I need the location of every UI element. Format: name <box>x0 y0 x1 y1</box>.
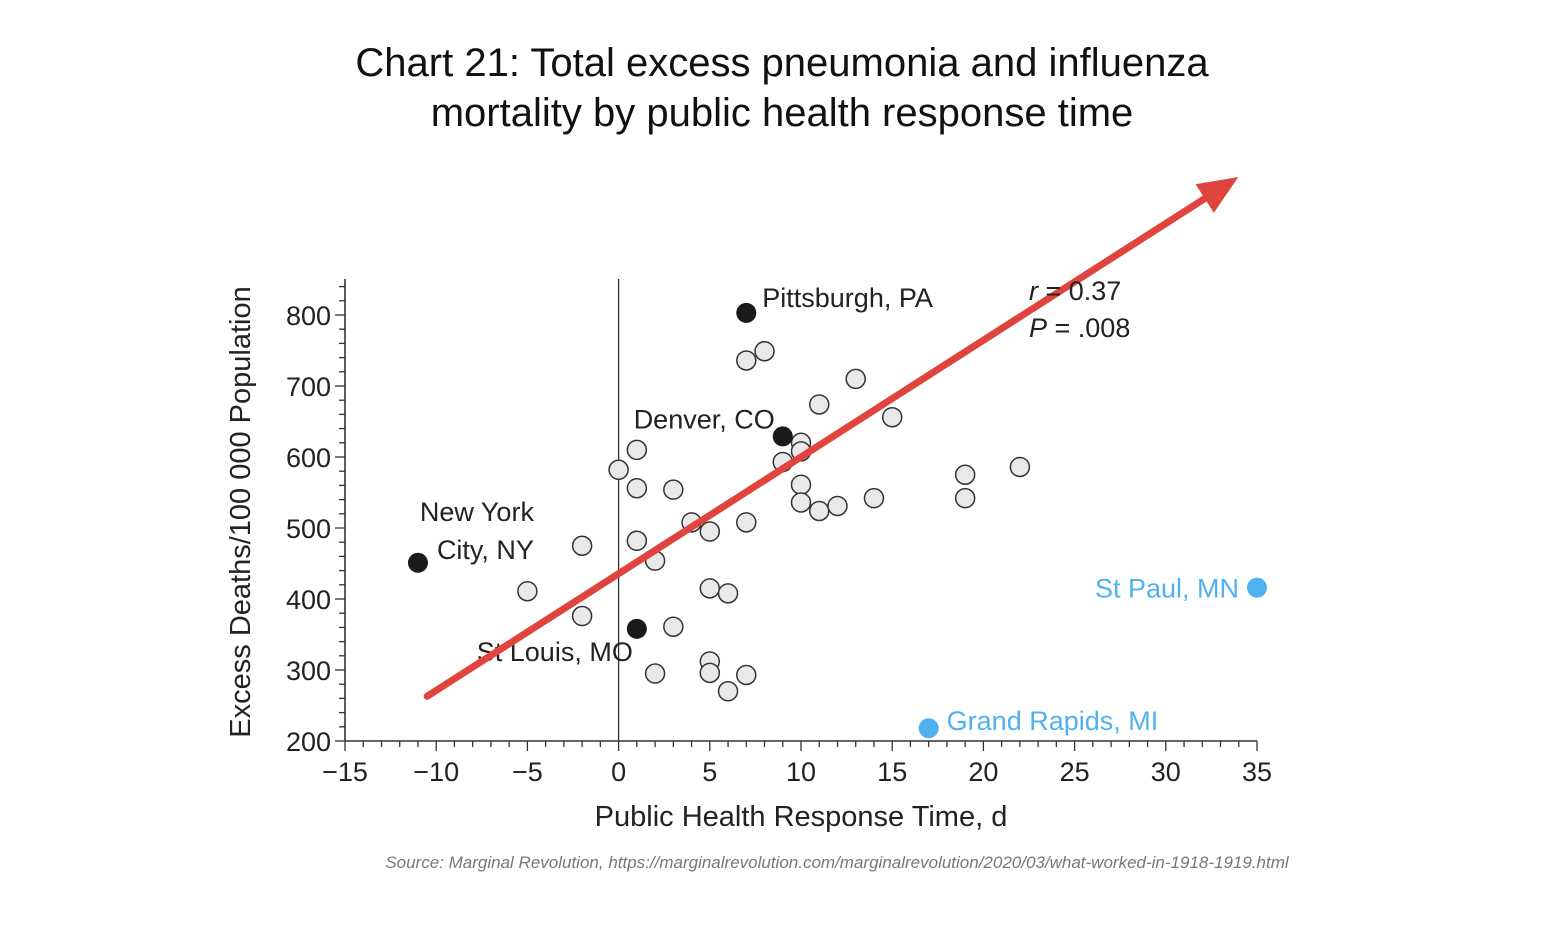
point-label: Denver, CO <box>634 404 775 434</box>
trend-arrow-layer <box>423 177 1239 700</box>
chart-title: Chart 21: Total excess pneumonia and inf… <box>0 38 1564 138</box>
y-tick-label: 400 <box>286 585 331 615</box>
highlighted-point <box>918 718 939 739</box>
y-tick-label: 500 <box>286 514 331 544</box>
highlighted-point <box>772 426 793 447</box>
data-point <box>517 580 538 602</box>
point-labels-layer: Pittsburgh, PA Denver, CO New York City, NY… <box>420 283 1239 736</box>
x-tick-label: 0 <box>611 757 626 787</box>
data-point <box>808 500 830 522</box>
data-point <box>736 664 757 686</box>
data-point <box>954 464 976 485</box>
data-point <box>699 662 721 684</box>
trend-arrow <box>423 177 1239 700</box>
highlighted-point <box>736 302 757 323</box>
data-point <box>754 340 775 362</box>
highlighted-point <box>626 618 647 639</box>
y-tick-label: 700 <box>286 372 331 402</box>
data-point <box>663 616 684 637</box>
r-value-label: r = 0.37 <box>1029 276 1121 306</box>
data-point <box>626 477 648 499</box>
data-point <box>954 487 976 509</box>
x-tick-label: 25 <box>1060 757 1090 787</box>
x-tick-label: −15 <box>322 757 368 787</box>
data-point <box>699 521 721 542</box>
point-label: St Paul, MN <box>1095 574 1239 604</box>
data-point <box>608 459 629 481</box>
y-tick-label: 300 <box>286 656 331 686</box>
x-tick-label: −5 <box>512 757 543 787</box>
x-tick-label: 30 <box>1151 757 1181 787</box>
x-tick-label: 5 <box>702 757 717 787</box>
highlighted-point <box>407 552 428 573</box>
axes: 200 300 400 500 600 700 800 −15 −10 −5 0 5 10 15 20 25 3… <box>286 279 1272 787</box>
stats-annotation: r = 0.37 P = .008 <box>1029 276 1130 343</box>
x-tick-label: −10 <box>413 757 459 787</box>
data-point <box>1009 456 1031 478</box>
point-label: New York <box>420 497 535 527</box>
data-point <box>736 512 757 533</box>
data-point <box>571 605 593 627</box>
data-point <box>736 350 757 371</box>
data-point <box>717 583 739 604</box>
highlighted-point <box>1247 577 1267 598</box>
point-label: City, NY <box>437 535 534 565</box>
data-point <box>717 681 739 702</box>
data-point <box>663 479 684 500</box>
chart-title-line-2: mortality by public health response time <box>430 91 1134 135</box>
data-point <box>827 495 848 517</box>
data-point <box>626 530 648 552</box>
data-point <box>808 394 830 415</box>
data-point <box>626 439 648 461</box>
data-point <box>571 535 593 556</box>
data-point <box>881 406 903 428</box>
data-point <box>790 474 812 495</box>
point-label: Grand Rapids, MI <box>947 706 1159 736</box>
points-layer <box>407 302 1267 739</box>
y-tick-label: 800 <box>286 301 331 331</box>
y-tick-label: 200 <box>286 727 331 757</box>
data-point <box>699 578 721 599</box>
x-tick-label: 35 <box>1242 757 1272 787</box>
x-tick-label: 10 <box>786 757 816 787</box>
p-value-label: P = .008 <box>1029 313 1130 343</box>
chart-title-line-1: Chart 21: Total excess pneumonia and inf… <box>355 41 1209 85</box>
data-point <box>845 368 866 390</box>
data-point <box>863 487 885 509</box>
source-note: Source: Marginal Revolution, https://mar… <box>385 853 1289 872</box>
data-point <box>644 663 666 684</box>
y-tick-label: 600 <box>286 443 331 473</box>
point-label: Pittsburgh, PA <box>762 283 933 313</box>
x-tick-label: 20 <box>968 757 998 787</box>
x-tick-label: 15 <box>877 757 907 787</box>
x-axis-label: Public Health Response Time, d <box>595 801 1008 833</box>
y-axis-label: Excess Deaths/100 000 Population <box>225 286 257 737</box>
data-point <box>790 492 812 513</box>
